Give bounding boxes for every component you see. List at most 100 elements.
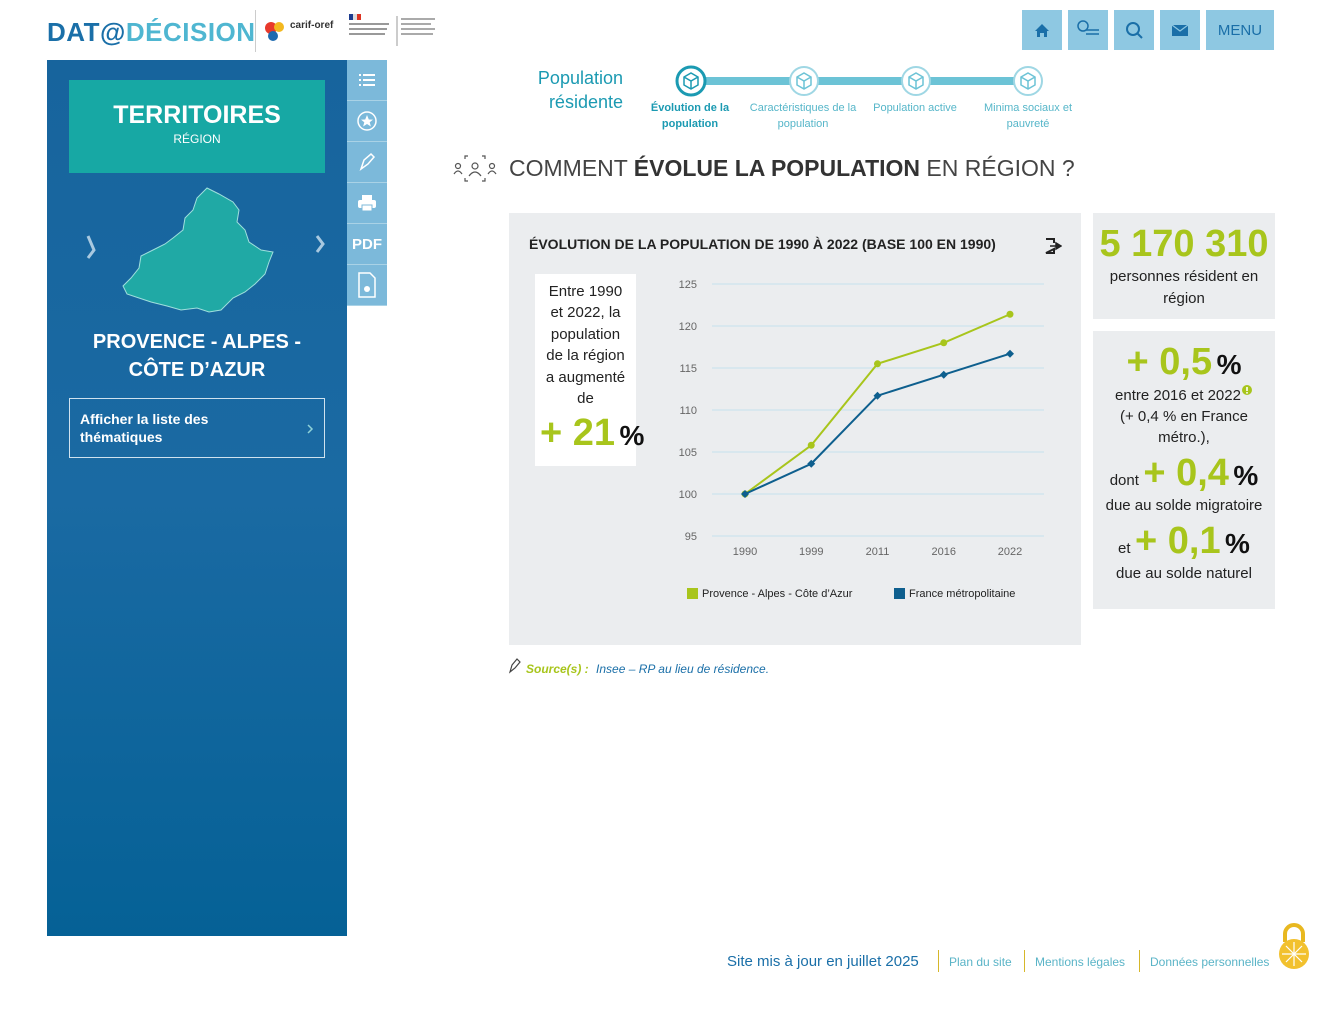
- mail-icon: [1171, 24, 1189, 36]
- migratory-label: due au solde migratoire: [1105, 497, 1263, 514]
- y-tick-label: 105: [679, 447, 697, 459]
- footer-link[interactable]: Données personnelles: [1150, 955, 1270, 969]
- highlight-value: + 21: [540, 412, 616, 454]
- total-box: 5 170 310 personnes résident en région: [1093, 213, 1275, 319]
- step-label[interactable]: Minima sociaux et pauvreté: [983, 102, 1073, 130]
- list-icon: [359, 74, 375, 86]
- step-label[interactable]: Caractéristiques de la population: [749, 102, 857, 130]
- line-chart: 95 100 105 110 115 120 125 1990 1999 2011 2016 2022…: [679, 279, 1044, 600]
- annotate-tool[interactable]: [347, 142, 387, 183]
- natural-value: + 0,1: [1135, 520, 1221, 562]
- chevron-icon: [307, 424, 314, 434]
- footer-link[interactable]: Mentions légales: [1035, 955, 1126, 969]
- growth-comparison: (+ 0,4 % en France métro.),: [1120, 408, 1248, 446]
- heading-emphasis: ÉVOLUE LA POPULATION: [633, 155, 921, 181]
- prefect-logo: [349, 14, 435, 46]
- steps-track: [675, 65, 1043, 97]
- accessibility-lock[interactable]: [1276, 922, 1312, 972]
- total-value: 5 170 310: [1099, 223, 1269, 265]
- natural-label: due au solde naturel: [1116, 565, 1252, 582]
- series-line: [744, 352, 1011, 495]
- source-label: Source(s) :: [526, 662, 589, 676]
- previous-arrow[interactable]: [86, 235, 96, 259]
- menu-button[interactable]: MENU: [1206, 10, 1274, 50]
- data-point: [807, 441, 815, 449]
- territory-type-subtitle: RÉGION: [173, 132, 221, 146]
- natural-prefix: et: [1118, 540, 1131, 557]
- source-icon: [508, 658, 521, 674]
- next-arrow[interactable]: [315, 235, 325, 253]
- y-tick-label: 100: [679, 489, 697, 501]
- print-tool[interactable]: [347, 183, 387, 224]
- pdf-tool[interactable]: PDF: [347, 224, 387, 265]
- y-tick-label: 120: [679, 321, 697, 333]
- y-tick-label: 125: [679, 279, 697, 291]
- pdf-label: PDF: [352, 235, 382, 253]
- partner-logo-icon: [265, 22, 284, 41]
- series-line: [744, 313, 1011, 495]
- themes-button-label: Afficher la liste des thématiques: [80, 411, 209, 445]
- highlight-figure: + 21 %: [540, 412, 644, 455]
- favorite-tool[interactable]: [347, 101, 387, 142]
- section-title: Population résidente: [537, 68, 623, 112]
- data-point: [939, 370, 948, 379]
- favorites-icon: [1077, 20, 1099, 35]
- step-label[interactable]: Évolution de la population: [650, 102, 730, 130]
- x-tick-label: 2022: [998, 546, 1022, 558]
- themes-button[interactable]: Afficher la liste des thématiques: [69, 398, 325, 458]
- search-button[interactable]: [1114, 10, 1154, 50]
- x-tick-label: 1990: [733, 546, 757, 558]
- territory-map: [86, 187, 325, 313]
- natural-unit: %: [1225, 528, 1250, 559]
- source-text[interactable]: Insee – RP au lieu de résidence.: [596, 662, 770, 676]
- x-tick-label: 1999: [799, 546, 823, 558]
- contact-button[interactable]: [1160, 10, 1200, 50]
- growth-period: entre 2016 et 2022: [1093, 384, 1275, 406]
- export-icon[interactable]: [1044, 237, 1062, 255]
- data-point: [741, 490, 749, 498]
- data-point: [873, 391, 882, 400]
- document-tool[interactable]: [347, 265, 387, 306]
- highlight-box: Entre 1990 et 2022, la population de la …: [535, 274, 644, 466]
- home-button[interactable]: [1022, 10, 1062, 50]
- data-point: [940, 339, 948, 347]
- growth-figure: + 0,5 %: [1093, 341, 1275, 384]
- footer-separator: [1139, 950, 1140, 972]
- growth-value: + 0,5: [1126, 341, 1213, 383]
- star-icon: [357, 111, 377, 131]
- logo[interactable]: DAT@DÉCISION: [47, 17, 256, 48]
- migratory-unit: %: [1233, 460, 1259, 491]
- partner-logo: carif-oref: [290, 20, 334, 31]
- migratory-figure: dont + 0,4 %: [1093, 452, 1275, 495]
- x-tick-label: 2011: [866, 546, 890, 558]
- legend-swatch: [894, 588, 905, 599]
- logo-suffix: DÉCISION: [125, 17, 256, 47]
- territory-name: PROVENCE - ALPES - CÔTE D’AZUR: [92, 331, 302, 381]
- y-tick-label: 110: [679, 405, 697, 417]
- pen-icon: [359, 152, 376, 171]
- legend-label: France métropolitaine: [909, 588, 1015, 600]
- home-icon: [1035, 24, 1049, 37]
- print-icon: [358, 195, 376, 212]
- population-icon: [453, 155, 497, 182]
- data-point: [807, 459, 816, 468]
- heading-part: EN RÉGION ?: [926, 155, 1075, 181]
- toc-tool[interactable]: [347, 60, 387, 101]
- source: Source(s) : Insee – RP au lieu de réside…: [526, 662, 769, 676]
- document-icon: [358, 272, 376, 298]
- help-icon[interactable]: [1241, 384, 1253, 396]
- legend-swatch: [687, 588, 698, 599]
- growth-unit: %: [1216, 349, 1242, 380]
- legend-label: Provence - Alpes - Côte d’Azur: [702, 588, 853, 600]
- territory-type-box: TERRITOIRES RÉGION: [69, 80, 325, 173]
- footer-link[interactable]: Plan du site: [949, 955, 1012, 969]
- footer-separator: [938, 950, 939, 972]
- data-point: [1006, 310, 1014, 318]
- step-label[interactable]: Population active: [873, 102, 957, 114]
- total-label: personnes résident en région: [1109, 268, 1259, 307]
- period-text: entre 2016 et 2022: [1115, 387, 1241, 404]
- chart-title: ÉVOLUTION DE LA POPULATION DE 1990 À 202…: [529, 236, 996, 252]
- favorites-button[interactable]: [1068, 10, 1108, 50]
